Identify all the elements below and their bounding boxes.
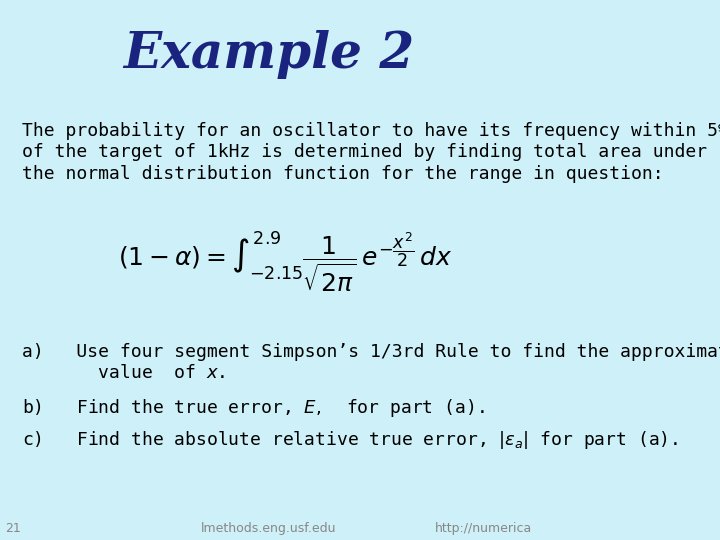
Text: of the target of 1kHz is determined by finding total area under: of the target of 1kHz is determined by f… [22,143,706,161]
Text: b)   Find the true error, $E,$  for part (a).: b) Find the true error, $E,$ for part (a… [22,397,484,419]
Text: c)   Find the absolute relative true error, $|\epsilon_a|$ for part (a).: c) Find the absolute relative true error… [22,429,678,451]
Text: Example 2: Example 2 [123,30,415,79]
Text: http://numerica: http://numerica [436,522,533,535]
Text: lmethods.eng.usf.edu: lmethods.eng.usf.edu [201,522,337,535]
Text: the normal distribution function for the range in question:: the normal distribution function for the… [22,165,663,183]
Text: The probability for an oscillator to have its frequency within 5%: The probability for an oscillator to hav… [22,122,720,139]
Text: a)   Use four segment Simpson’s 1/3rd Rule to find the approximate: a) Use four segment Simpson’s 1/3rd Rule… [22,343,720,361]
Text: $(1-\alpha)= \int_{-2.15}^{2.9} \dfrac{1}{\sqrt{2\pi}}\,e^{-\dfrac{x^2}{2}}\,dx$: $(1-\alpha)= \int_{-2.15}^{2.9} \dfrac{1… [118,230,453,294]
Text: value  of $x$.: value of $x$. [22,364,225,382]
Text: 21: 21 [5,522,21,535]
